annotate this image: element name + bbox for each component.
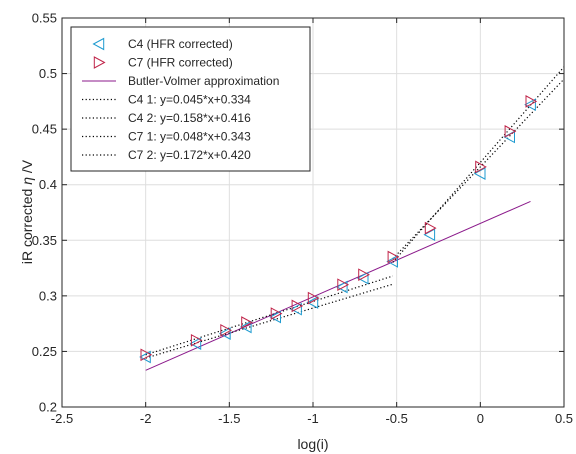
- data-point: [189, 337, 202, 350]
- data-point: [239, 320, 252, 334]
- y-tick-label: 0.25: [32, 344, 57, 359]
- data-point: [358, 268, 370, 282]
- x-tick-label: 0.5: [555, 411, 573, 426]
- plot-series: [139, 66, 565, 371]
- data-point: [190, 333, 203, 347]
- data-point: [290, 302, 302, 316]
- data-point: [475, 160, 487, 174]
- x-tick-label: -0.5: [385, 411, 407, 426]
- x-axis-label: log(i): [297, 436, 328, 452]
- data-point: [337, 278, 350, 292]
- data-point: [356, 271, 369, 285]
- legend-marker: [93, 56, 106, 69]
- data-point: [386, 255, 398, 268]
- y-tick-label: 0.3: [39, 288, 57, 303]
- data-point: [140, 348, 153, 362]
- legend-label: C7 2: y=0.172*x+0.420: [128, 148, 251, 162]
- y-axis-label-unit: /V: [19, 159, 35, 173]
- data-point: [306, 296, 319, 309]
- data-point: [387, 250, 400, 264]
- x-tick-label: -1: [307, 411, 319, 426]
- legend-label: C4 (HFR corrected): [128, 37, 233, 51]
- y-tick-label: 0.4: [39, 177, 57, 192]
- data-point: [291, 299, 304, 313]
- data-point: [270, 307, 283, 320]
- axis-ticks: -2.5 -2 -1.5 -1 -0.5 0 0.5 0.2 0.25 0.3 0.35 0.4 0.4…: [32, 11, 573, 427]
- x-tick-label: -1.5: [218, 411, 240, 426]
- series-line: [145, 275, 393, 356]
- data-point: [423, 228, 436, 242]
- y-axis-label-symbol: η: [19, 177, 35, 185]
- x-tick-label: 0: [477, 411, 484, 426]
- y-axis-label: iR corrected η /V: [19, 159, 35, 264]
- y-tick-label: 0.5: [39, 66, 57, 81]
- legend-marker: [92, 37, 105, 51]
- y-tick-label: 0.55: [32, 11, 57, 26]
- y-axis-label-text: iR corrected: [19, 185, 35, 264]
- legend-label: C7 1: y=0.048*x+0.343: [128, 130, 251, 144]
- legend-label: C4 1: y=0.045*x+0.334: [128, 93, 251, 107]
- data-point: [218, 327, 231, 340]
- y-tick-label: 0.35: [32, 233, 57, 248]
- data-point: [269, 310, 281, 324]
- x-tick-label: -2: [140, 411, 152, 426]
- data-point: [220, 323, 233, 337]
- y-tick-label: 0.45: [32, 122, 57, 137]
- data-point: [241, 316, 253, 329]
- data-point: [307, 291, 320, 305]
- data-point: [504, 125, 517, 138]
- data-point: [524, 98, 536, 112]
- y-tick-label: 0.2: [39, 400, 57, 415]
- legend-label: C7 (HFR corrected): [128, 56, 233, 70]
- legend: C4 (HFR corrected) C7 (HFR corrected) Butl…: [70, 26, 311, 172]
- data-point: [473, 167, 486, 180]
- legend-label: C4 2: y=0.158*x+0.416: [128, 111, 251, 125]
- legend-label: Butler-Volmer approximation: [128, 74, 279, 88]
- data-point: [525, 95, 538, 108]
- data-point: [139, 350, 151, 364]
- x-tick-label: -2.5: [51, 411, 73, 426]
- data-point: [335, 280, 348, 294]
- data-point: [424, 221, 437, 235]
